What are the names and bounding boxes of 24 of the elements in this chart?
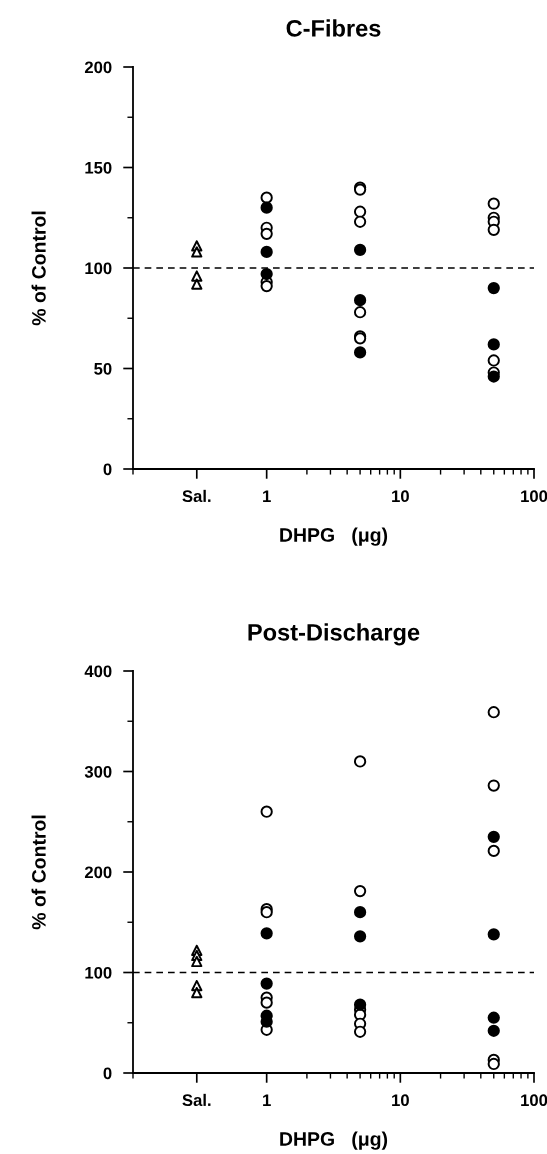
y-tick-label: 50 xyxy=(94,362,112,375)
y-tick-label: 150 xyxy=(85,161,112,174)
y-tick-label: 300 xyxy=(84,765,112,778)
chart-title: Post-Discharge xyxy=(248,623,420,646)
y-tick-label: 200 xyxy=(84,61,112,74)
x-tick-label: 1 xyxy=(263,490,271,502)
y-tick-label: 100 xyxy=(85,966,112,979)
x-tick-label: 100 xyxy=(521,490,547,503)
y-tick-label: 200 xyxy=(84,866,112,879)
x-tick-label: 100 xyxy=(521,1094,547,1107)
y-tick-label: 400 xyxy=(84,665,112,678)
y-tick-label: 0 xyxy=(103,1067,112,1080)
x-axis-title: DHPG (μg) xyxy=(280,1131,388,1150)
y-axis-title: % of Control xyxy=(31,815,46,930)
x-tick-label: 10 xyxy=(392,1094,409,1107)
x-tick-label: 10 xyxy=(392,490,409,503)
y-tick-label: 0 xyxy=(103,463,112,476)
x-tick-label: Sal. xyxy=(182,1093,211,1107)
y-axis-title: % of Control xyxy=(31,211,46,326)
chart-title: C-Fibres xyxy=(286,19,381,37)
x-tick-label: Sal. xyxy=(182,489,211,503)
x-tick-label: 1 xyxy=(263,1094,271,1106)
x-axis-title: DHPG (μg) xyxy=(280,527,388,546)
y-tick-label: 100 xyxy=(85,262,112,275)
